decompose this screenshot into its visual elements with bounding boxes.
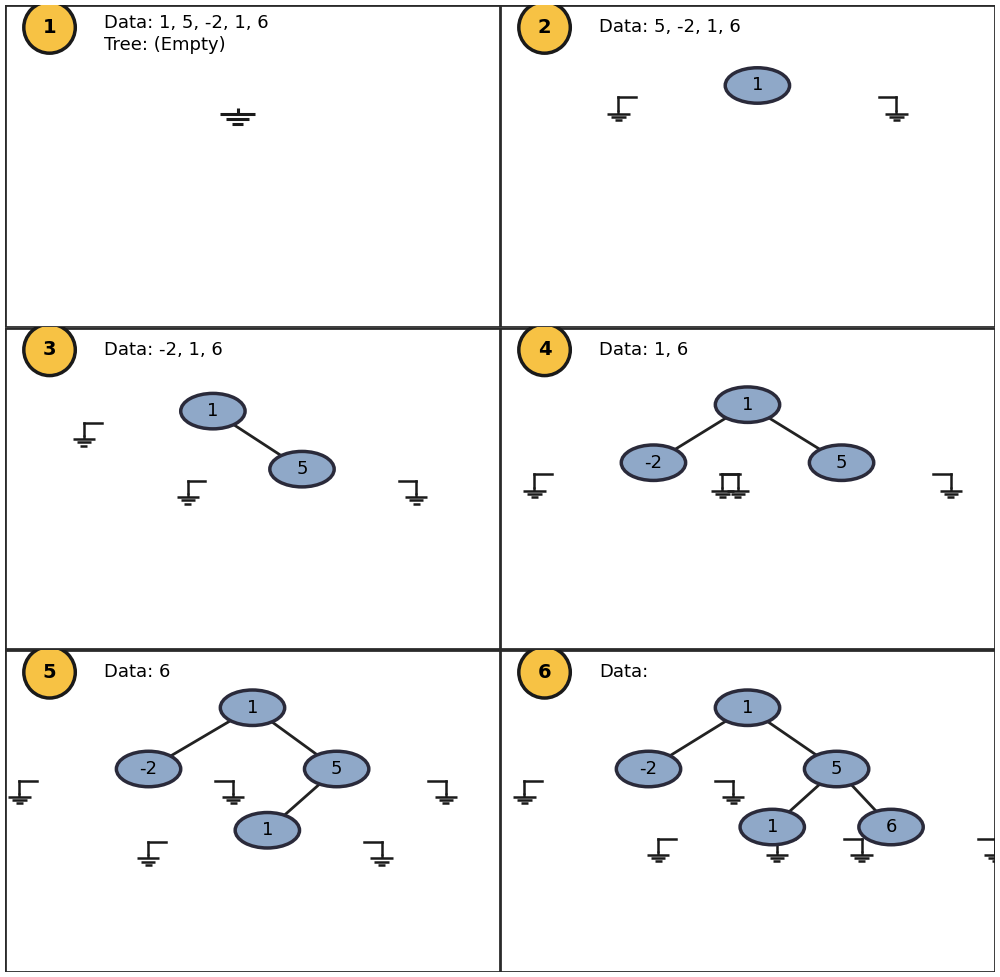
Text: 1: 1 bbox=[752, 76, 763, 95]
Text: 1: 1 bbox=[742, 396, 753, 413]
Text: 1: 1 bbox=[247, 699, 258, 717]
Text: Tree: (Empty): Tree: (Empty) bbox=[104, 36, 226, 54]
Text: 5: 5 bbox=[836, 453, 847, 472]
Ellipse shape bbox=[804, 751, 869, 786]
Text: -2: -2 bbox=[640, 760, 658, 778]
Ellipse shape bbox=[519, 2, 570, 53]
Text: 1: 1 bbox=[207, 403, 219, 420]
Text: 6: 6 bbox=[538, 662, 551, 682]
Text: 4: 4 bbox=[538, 340, 551, 360]
Text: Data: -2, 1, 6: Data: -2, 1, 6 bbox=[104, 341, 223, 359]
Text: 1: 1 bbox=[262, 822, 273, 839]
FancyBboxPatch shape bbox=[500, 5, 995, 327]
Text: -2: -2 bbox=[644, 453, 662, 472]
Ellipse shape bbox=[616, 751, 681, 786]
Text: 5: 5 bbox=[331, 760, 342, 778]
Ellipse shape bbox=[715, 690, 780, 726]
FancyBboxPatch shape bbox=[5, 327, 500, 650]
Text: 1: 1 bbox=[742, 699, 753, 717]
Text: 2: 2 bbox=[538, 18, 551, 37]
Text: Data: 6: Data: 6 bbox=[104, 663, 170, 681]
Ellipse shape bbox=[24, 324, 75, 375]
Ellipse shape bbox=[519, 647, 570, 698]
Ellipse shape bbox=[235, 813, 300, 848]
Text: 6: 6 bbox=[885, 818, 897, 836]
Text: Data: 5, -2, 1, 6: Data: 5, -2, 1, 6 bbox=[599, 19, 741, 36]
Ellipse shape bbox=[519, 324, 570, 375]
Ellipse shape bbox=[220, 690, 285, 726]
Ellipse shape bbox=[24, 647, 75, 698]
Ellipse shape bbox=[725, 67, 790, 104]
Text: 5: 5 bbox=[831, 760, 842, 778]
Text: 3: 3 bbox=[43, 340, 56, 360]
Ellipse shape bbox=[740, 809, 804, 845]
Text: Data:: Data: bbox=[599, 663, 648, 681]
Ellipse shape bbox=[116, 751, 181, 786]
Text: Data: 1, 5, -2, 1, 6: Data: 1, 5, -2, 1, 6 bbox=[104, 14, 269, 31]
Ellipse shape bbox=[24, 2, 75, 53]
Ellipse shape bbox=[270, 451, 334, 487]
FancyBboxPatch shape bbox=[5, 650, 500, 972]
Ellipse shape bbox=[859, 809, 923, 845]
Ellipse shape bbox=[181, 394, 245, 429]
Text: 1: 1 bbox=[767, 818, 778, 836]
Text: 1: 1 bbox=[43, 18, 56, 37]
Text: 5: 5 bbox=[296, 460, 308, 478]
Ellipse shape bbox=[715, 387, 780, 422]
FancyBboxPatch shape bbox=[500, 327, 995, 650]
Text: 5: 5 bbox=[43, 662, 56, 682]
FancyBboxPatch shape bbox=[5, 5, 500, 327]
Text: Data: 1, 6: Data: 1, 6 bbox=[599, 341, 688, 359]
Ellipse shape bbox=[304, 751, 369, 786]
FancyBboxPatch shape bbox=[500, 650, 995, 972]
Ellipse shape bbox=[621, 445, 686, 481]
Ellipse shape bbox=[809, 445, 874, 481]
Text: -2: -2 bbox=[140, 760, 158, 778]
